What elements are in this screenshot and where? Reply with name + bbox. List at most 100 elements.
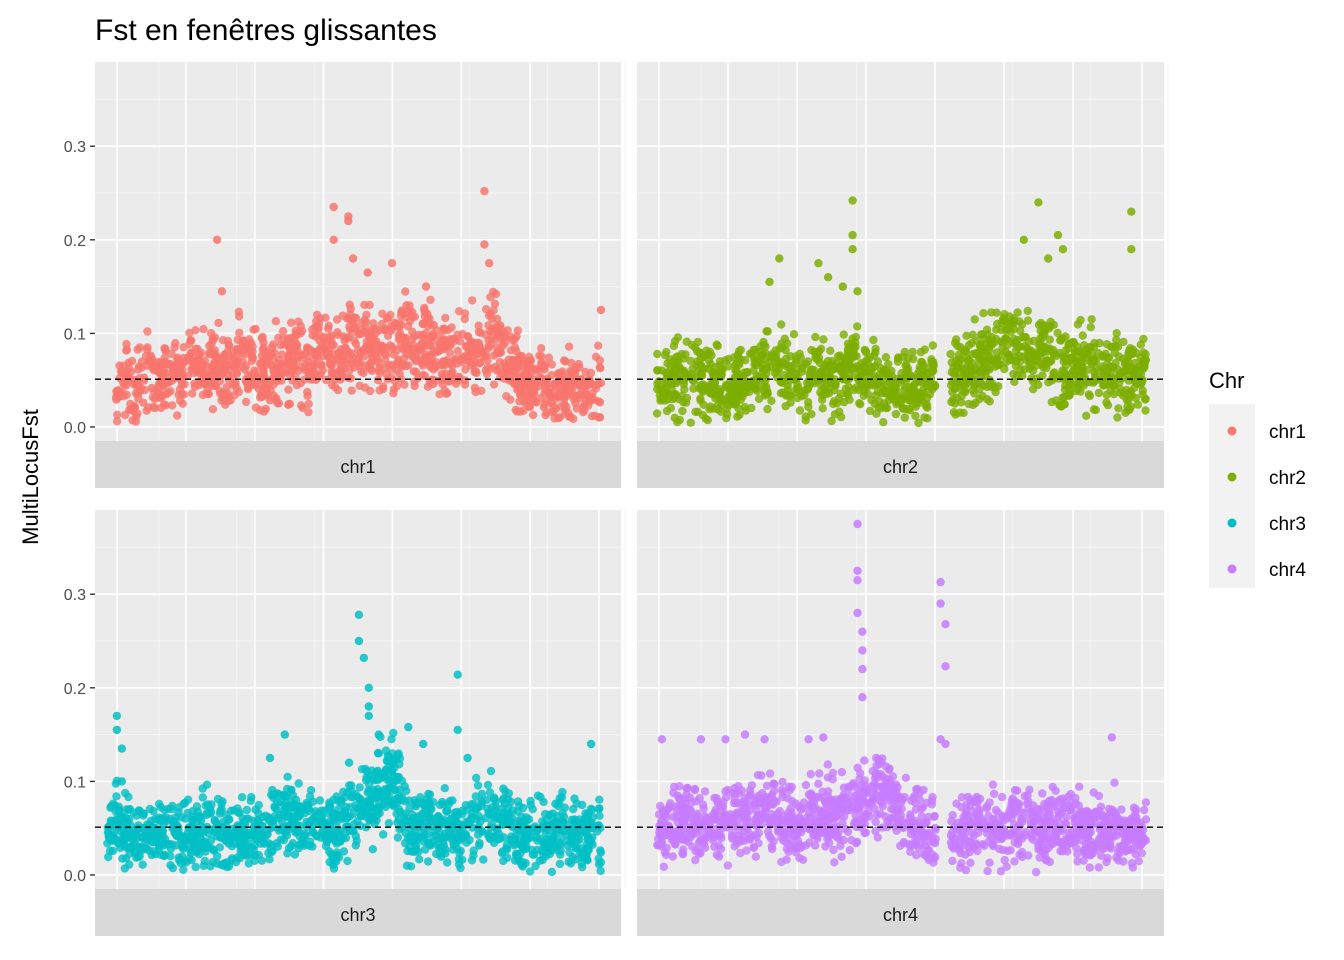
data-point [997, 792, 1007, 802]
data-point [119, 378, 128, 388]
data-point [861, 828, 870, 837]
data-point [1111, 373, 1120, 383]
data-point [662, 347, 671, 357]
data-point [108, 846, 118, 856]
data-point [854, 376, 864, 385]
data-point [161, 401, 170, 410]
data-point-peak [480, 186, 489, 196]
data-point [126, 367, 136, 377]
data-point [1016, 326, 1025, 335]
data-point [946, 349, 955, 359]
data-point [847, 353, 857, 363]
data-point [976, 378, 985, 387]
data-point [563, 390, 572, 399]
data-point [1038, 362, 1048, 372]
data-point [486, 810, 495, 819]
data-point [104, 852, 113, 862]
data-point [244, 859, 253, 868]
data-point [255, 359, 265, 368]
data-point [345, 812, 355, 821]
data-point [1134, 857, 1144, 866]
data-point [494, 365, 503, 374]
data-point [1082, 350, 1092, 359]
data-point [229, 831, 239, 841]
data-point [1078, 331, 1088, 340]
data-point [786, 364, 796, 373]
data-point [329, 858, 339, 867]
data-point [278, 327, 288, 336]
facet-strip [95, 889, 621, 936]
data-point [992, 348, 1001, 357]
data-point-peak [596, 305, 606, 315]
data-point [269, 340, 278, 349]
data-point [132, 844, 141, 854]
data-point [285, 399, 295, 408]
data-point [124, 358, 133, 368]
data-point [549, 831, 558, 841]
data-point-peak [814, 259, 823, 268]
data-point [815, 769, 824, 778]
data-point [202, 780, 212, 789]
data-point [547, 407, 556, 417]
data-point [775, 364, 784, 373]
data-point [214, 318, 223, 328]
data-point [483, 780, 493, 790]
data-point [284, 351, 293, 360]
data-point [1066, 338, 1076, 347]
data-point [397, 361, 406, 370]
data-point [811, 332, 820, 342]
data-point [957, 398, 966, 407]
data-point [258, 812, 268, 822]
data-point [512, 332, 521, 341]
data-point [555, 859, 565, 869]
data-point [306, 786, 316, 795]
data-point [1140, 360, 1149, 369]
y-axis-title: MultiLocusFst [18, 409, 43, 545]
data-point [815, 358, 825, 368]
data-point [763, 327, 772, 336]
data-point [1085, 378, 1094, 387]
data-point [466, 361, 476, 370]
data-point [659, 862, 669, 871]
data-point [490, 832, 499, 841]
data-point [347, 781, 356, 790]
data-point [1110, 382, 1119, 391]
y-tick-label: 0.1 [64, 774, 86, 791]
data-point [484, 343, 493, 352]
data-point [724, 354, 733, 364]
data-point [1060, 385, 1070, 394]
data-point [398, 333, 407, 342]
data-point [1045, 335, 1055, 344]
data-point [1112, 335, 1121, 345]
data-point [474, 321, 483, 330]
data-point [274, 333, 283, 342]
data-point [1025, 359, 1034, 368]
data-point [489, 380, 499, 389]
data-point [911, 411, 920, 421]
data-point [332, 839, 341, 848]
data-point-peak [775, 254, 784, 263]
data-point [1133, 400, 1143, 409]
data-point [175, 803, 184, 812]
data-point [722, 414, 731, 423]
data-point [294, 812, 303, 822]
data-point [112, 792, 121, 801]
data-point [170, 343, 179, 352]
data-point [875, 379, 884, 388]
data-point-peak [1127, 207, 1136, 216]
data-point [929, 366, 938, 375]
data-point [687, 373, 696, 382]
data-point [443, 389, 452, 398]
data-point-peak [265, 753, 275, 763]
data-point [222, 382, 231, 392]
data-point [778, 378, 787, 387]
data-point [356, 795, 365, 804]
data-point [950, 384, 959, 394]
data-point [586, 368, 596, 378]
data-point [442, 807, 452, 816]
data-point [732, 366, 741, 375]
data-point [596, 846, 605, 855]
data-point [700, 364, 709, 373]
data-point [196, 348, 206, 357]
